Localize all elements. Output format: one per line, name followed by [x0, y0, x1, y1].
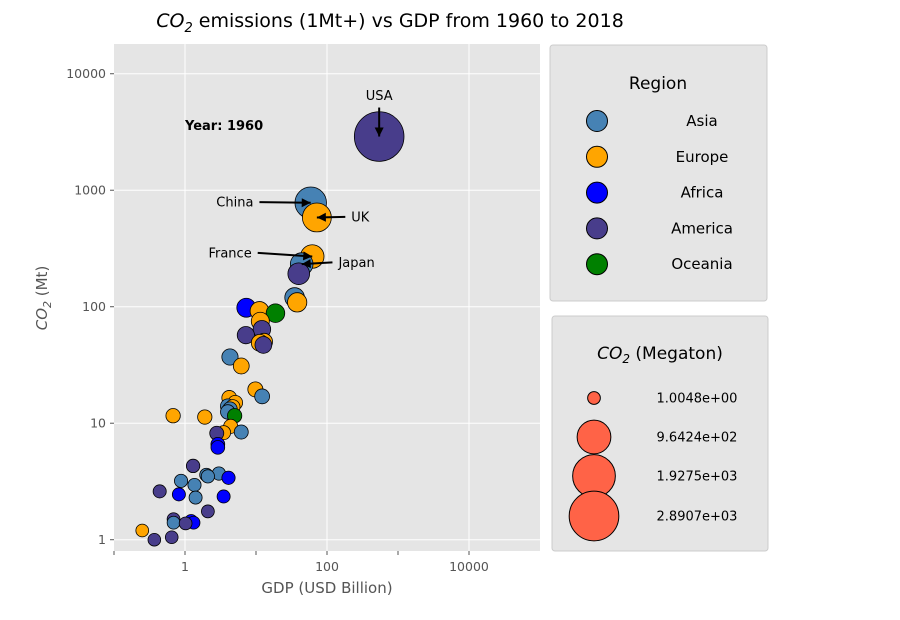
region-legend-marker: [586, 253, 608, 276]
data-point: [197, 409, 213, 425]
annotations: USA China UK France Japan: [208, 89, 392, 271]
x-tick-label: 100: [315, 559, 339, 574]
annotation-label: Japan: [337, 256, 374, 271]
size-legend-title-pre: CO: [597, 344, 622, 364]
data-point: [135, 523, 150, 538]
data-point: [185, 458, 201, 474]
x-tick-label: 1: [181, 559, 189, 574]
data-point: [221, 470, 236, 485]
x-ticks: 1 100 10000: [113, 551, 489, 574]
data-point: [254, 336, 273, 354]
data-point: [171, 487, 186, 502]
region-legend-label: Africa: [681, 184, 724, 202]
annotation-label: USA: [366, 89, 393, 104]
y-tick-label: 1: [98, 532, 106, 547]
annotation-arrow-head: [374, 127, 384, 137]
y-axis-label: CO2 (Mt): [33, 266, 54, 331]
annotation-arrow-line: [257, 251, 313, 258]
chart-title-pre: CO: [156, 10, 184, 32]
data-point: [166, 515, 181, 530]
size-legend-entries: 1.0048e+00 9.6424e+02 1.9275e+03 2.8907e+03: [568, 391, 738, 542]
data-point: [210, 440, 226, 455]
region-legend-box: [549, 44, 768, 302]
year-label: Year: 1960: [184, 119, 263, 134]
data-point: [233, 424, 249, 440]
data-point: [265, 303, 286, 323]
size-legend-label: 1.0048e+00: [657, 392, 738, 407]
chart-title-post: emissions (1Mt+) vs GDP from 1960 to 201…: [193, 10, 624, 32]
region-legend-marker: [586, 181, 608, 204]
y-ticks: 1 10 100 1000 10000: [66, 66, 114, 547]
region-legend-label: America: [671, 219, 733, 237]
y-axis-label-pre: CO: [33, 308, 51, 330]
data-point: [174, 473, 189, 488]
data-point: [216, 489, 231, 504]
region-legend: Region Asia Europe Africa America Oceania: [549, 44, 768, 302]
y-axis-label-sub: 2: [41, 301, 54, 308]
size-legend: CO2 (Megaton) 1.0048e+00 9.6424e+02 1.9275…: [551, 315, 769, 552]
annotation-arrow-head: [301, 259, 311, 269]
x-tick-label: 10000: [449, 559, 489, 574]
chart-title-sub: 2: [184, 21, 192, 36]
region-legend-label: Oceania: [671, 255, 732, 273]
region-legend-marker: [586, 217, 608, 240]
data-point: [188, 490, 203, 505]
size-legend-marker: [587, 391, 601, 405]
x-axis-label: GDP (USD Billion): [261, 579, 392, 597]
data-point: [152, 484, 167, 499]
region-legend-label: Asia: [686, 112, 717, 130]
data-point: [165, 408, 181, 424]
data-point: [232, 357, 250, 375]
region-legend-marker: [586, 110, 608, 132]
annotation-label: UK: [351, 210, 370, 225]
data-point: [287, 292, 308, 313]
chart-title: CO2 emissions (1Mt+) vs GDP from 1960 to…: [156, 10, 624, 36]
annotation-arrow-head: [302, 251, 313, 261]
annotation-arrow-head: [301, 198, 311, 208]
data-point: [201, 504, 215, 519]
annotation-label: France: [208, 246, 251, 261]
annotation-arrow-head: [316, 212, 326, 222]
size-legend-label: 2.8907e+03: [657, 510, 738, 525]
data-point: [200, 469, 215, 484]
y-tick-label: 10000: [66, 66, 106, 81]
annotation-label: China: [216, 196, 253, 211]
size-legend-marker: [576, 419, 612, 455]
size-legend-label: 9.6424e+02: [657, 431, 738, 446]
data-point: [164, 530, 179, 545]
region-legend-title: Region: [629, 74, 687, 94]
region-legend-marker: [586, 145, 608, 168]
data-point: [178, 516, 193, 531]
data-point: [287, 262, 310, 285]
y-tick-label: 1000: [74, 183, 106, 198]
data-point: [221, 348, 239, 366]
points: [135, 111, 405, 547]
size-legend-title-sub: 2: [622, 352, 630, 366]
grid-lines: [114, 44, 540, 551]
y-tick-label: 100: [82, 299, 106, 314]
data-point: [254, 388, 270, 405]
size-legend-title: CO2 (Megaton): [597, 344, 723, 366]
size-legend-title-post: (Megaton): [630, 344, 723, 364]
data-point: [236, 326, 255, 345]
data-point: [187, 477, 202, 492]
y-tick-label: 10: [90, 416, 106, 431]
region-legend-entries: Asia Europe Africa America Oceania: [586, 110, 733, 276]
region-legend-label: Europe: [676, 148, 729, 166]
size-legend-marker: [568, 490, 620, 542]
data-point: [147, 532, 162, 547]
y-axis-label-post: (Mt): [33, 266, 51, 301]
size-legend-label: 1.9275e+03: [657, 470, 738, 485]
